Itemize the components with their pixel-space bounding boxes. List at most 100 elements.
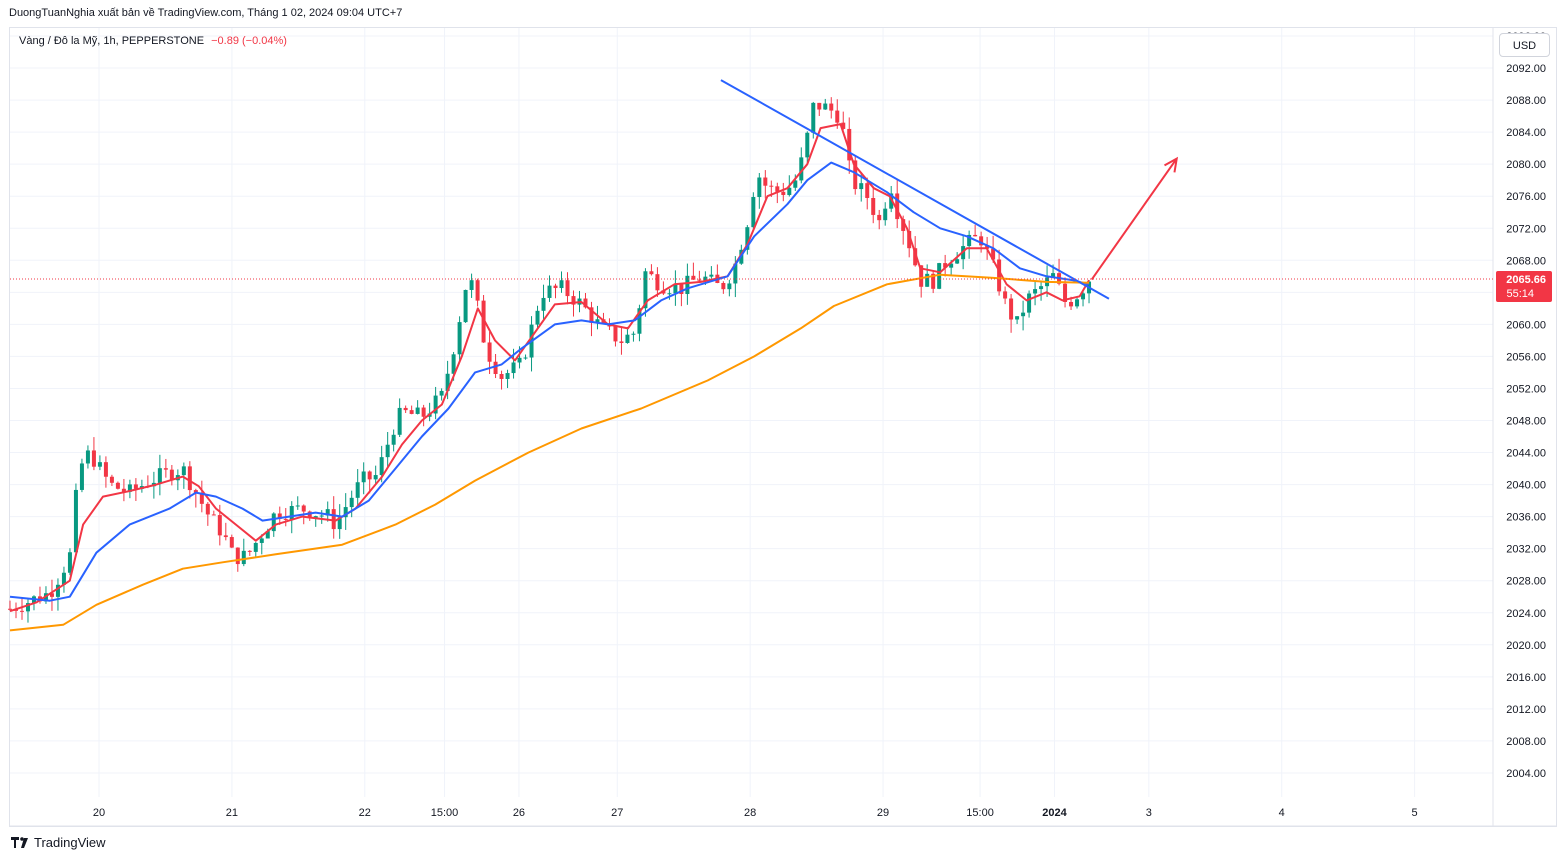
candle-body [499,374,504,379]
candle-body [721,282,726,290]
candle-body [439,390,444,396]
candle-body [835,110,840,123]
candle-body [613,326,618,342]
grid [10,28,1556,827]
indicator-lines [9,123,1090,632]
candle-body [1009,298,1014,320]
candle-body [757,177,762,198]
candle-body [133,484,138,489]
candle-body [313,516,318,519]
y-tick-label: 2032.00 [1506,544,1546,556]
candles [8,97,1092,623]
candle-body [667,293,672,295]
candle-body [199,493,204,504]
candle-body [817,102,822,110]
candle-body [865,183,870,198]
forecast-arrow [1090,157,1178,281]
candle-body [505,373,510,379]
forecast-arrow-head [1164,156,1179,173]
price-tag-value: 2065.66 [1506,274,1546,286]
candle-body [61,572,66,585]
candle-body [283,518,288,520]
x-axis: 20 21 22 15:00 26 27 28 29 15:00 2024 3 4 5 [93,807,1418,819]
y-tick-label: 2028.00 [1506,576,1546,588]
candle-body [511,362,516,374]
candle-body [241,550,246,565]
candle-body [1051,273,1056,278]
candle-body [913,248,918,266]
candle-body [379,457,384,476]
candle-body [943,263,948,268]
candle-body [637,308,642,334]
candle-body [937,263,942,289]
candle-body [775,186,780,192]
x-tick-label: 15:00 [431,807,459,819]
candle-body [259,538,264,543]
x-tick-label: 2024 [1042,807,1067,819]
candle-body [985,245,990,249]
price-tag-box [1496,271,1552,303]
candle-body [67,552,72,573]
y-tick-label: 2048.00 [1506,416,1546,428]
candle-body [571,296,576,305]
candle-body [217,515,222,536]
candle-body [811,102,816,133]
y-tick-label: 2036.00 [1506,512,1546,524]
annotations [720,79,1179,300]
candle-body [583,298,588,308]
x-tick-label: 15:00 [966,807,994,819]
candle-body [793,180,798,188]
candle-body [451,354,456,374]
candle-body [493,361,498,375]
currency-button[interactable]: USD [1499,33,1550,57]
candle-body [127,484,132,492]
footer-brand[interactable]: TradingView [11,835,106,850]
x-tick-label: 4 [1279,807,1285,819]
candle-body [649,271,654,275]
candle-body [805,132,810,158]
candle-body [457,322,462,355]
candle-body [481,300,486,343]
candle-body [109,476,114,483]
y-tick-label: 2056.00 [1506,351,1546,363]
candle-body [709,274,714,277]
candle-body [631,333,636,335]
candle-body [643,271,648,309]
candle-body [763,177,768,186]
line-ema-fast [9,123,1090,613]
candle-body [307,511,312,519]
symbol-label: Vàng / Đô la Mỹ, 1h, PEPPERSTONE [19,35,205,47]
candle-body [787,187,792,195]
candle-body [1033,289,1038,294]
candle-body [949,263,954,268]
candle-body [349,497,354,508]
candle-body [1015,316,1020,320]
y-tick-label: 2016.00 [1506,672,1546,684]
candle-body [73,489,78,553]
candle-body [895,193,900,220]
candle-body [181,466,186,476]
candle-body [385,444,390,458]
y-tick-label: 2060.00 [1506,319,1546,331]
y-tick-label: 2052.00 [1506,383,1546,395]
candle-body [553,285,558,289]
candle-body [799,157,804,181]
y-tick-label: 2092.00 [1506,63,1546,75]
price-tag: 2065.66 55:14 [10,271,1552,303]
y-tick-label: 2008.00 [1506,736,1546,748]
publisher-header: DuongTuanNghia xuất bản về TradingView.c… [9,7,403,19]
candle-body [1069,301,1074,307]
candle-body [301,505,306,512]
candle-body [751,197,756,228]
candle-body [973,234,978,237]
candle-body [265,531,270,539]
price-tag-countdown: 55:14 [1506,288,1534,300]
candle-body [271,513,276,532]
candle-body [745,227,750,250]
candle-body [979,236,984,246]
candle-body [535,310,540,325]
x-tick-label: 28 [744,807,756,819]
y-tick-label: 2080.00 [1506,159,1546,171]
candle-body [337,517,342,530]
